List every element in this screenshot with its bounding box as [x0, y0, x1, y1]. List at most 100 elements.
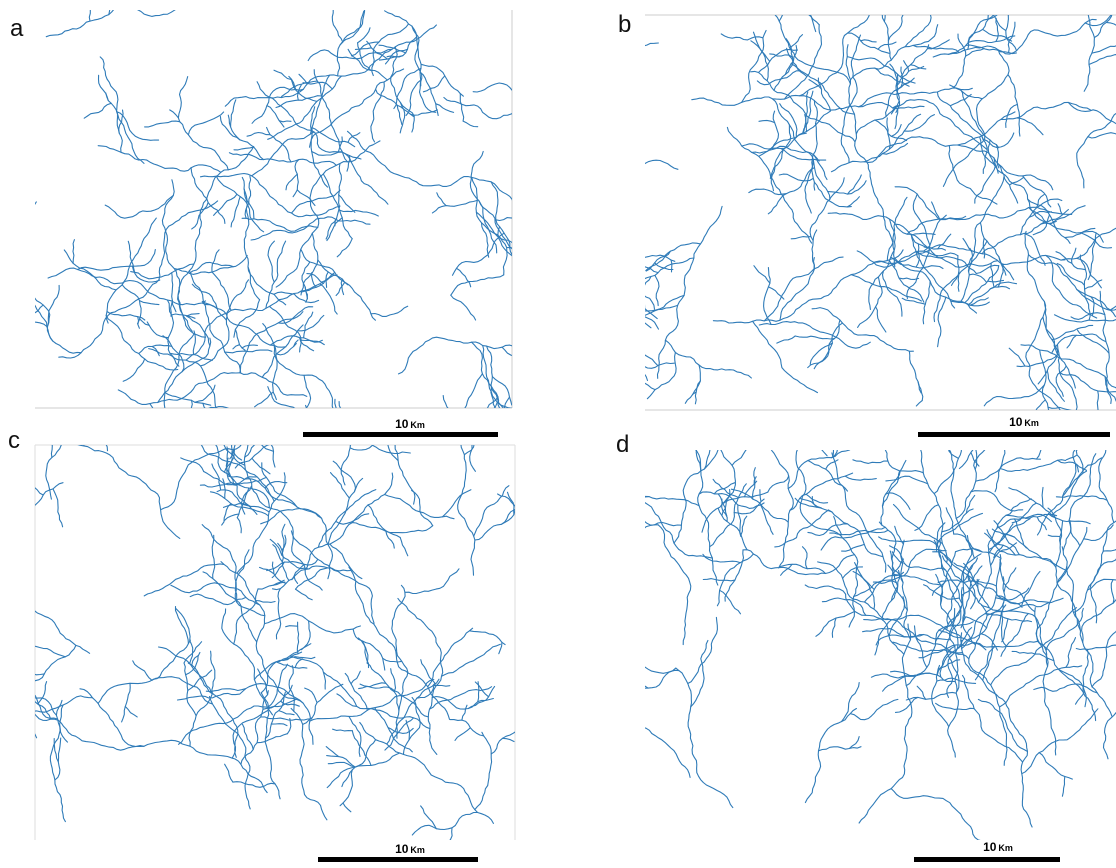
stream: [354, 47, 372, 50]
stream: [410, 398, 444, 406]
stream: [233, 146, 255, 151]
stream: [801, 546, 808, 570]
stream: [288, 444, 328, 506]
stream: [906, 193, 931, 300]
stream: [340, 445, 351, 486]
stream: [296, 621, 300, 655]
stream: [760, 504, 774, 535]
stream: [191, 201, 209, 230]
stream: [534, 274, 543, 307]
stream: [339, 769, 353, 807]
stream: [984, 415, 1004, 426]
stream: [374, 707, 413, 753]
stream: [105, 92, 123, 153]
stream: [138, 300, 160, 306]
stream: [180, 457, 205, 473]
stream: [808, 418, 835, 422]
stream: [740, 515, 748, 536]
stream: [982, 237, 986, 259]
stream: [776, 335, 796, 344]
stream: [1070, 312, 1106, 320]
stream: [246, 131, 271, 137]
stream: [786, 47, 808, 78]
stream: [958, 450, 974, 470]
stream: [352, 628, 386, 671]
stream: [1005, 513, 1058, 519]
stream: [779, 103, 798, 138]
stream: [471, 176, 508, 276]
stream: [567, 109, 596, 146]
stream: [933, 450, 962, 495]
stream: [291, 547, 352, 559]
stream: [970, 490, 1024, 512]
stream: [830, 450, 838, 459]
stream: [949, 93, 972, 107]
stream: [1109, 305, 1116, 311]
stream: [701, 450, 736, 533]
stream: [649, 141, 660, 144]
stream: [646, 351, 677, 400]
stream: [459, 242, 547, 256]
stream: [909, 64, 927, 70]
stream: [436, 275, 456, 304]
stream: [702, 578, 736, 582]
stream: [1110, 579, 1115, 604]
stream: [97, 145, 222, 173]
stream: [981, 135, 988, 175]
stream: [1056, 526, 1088, 584]
stream: [645, 294, 685, 312]
stream: [1000, 612, 1029, 657]
stream: [878, 521, 912, 641]
stream: [358, 682, 387, 690]
stream: [185, 651, 201, 676]
stream: [578, 299, 582, 365]
stream: [920, 450, 949, 564]
stream: [367, 504, 401, 539]
stream: [581, 391, 596, 394]
stream: [573, 313, 628, 344]
stream: [232, 344, 241, 350]
stream: [484, 154, 556, 170]
stream: [724, 549, 745, 602]
stream: [759, 489, 762, 503]
drainage-network: [35, 0, 660, 559]
stream: [122, 358, 146, 382]
stream: [281, 80, 318, 98]
stream: [199, 172, 341, 218]
stream: [364, 435, 375, 487]
stream: [645, 521, 682, 527]
stream: [817, 561, 854, 600]
stream: [992, 15, 1007, 32]
stream: [579, 276, 606, 303]
stream: [892, 98, 988, 150]
stream: [287, 364, 314, 371]
stream: [758, 119, 776, 124]
stream: [769, 53, 794, 58]
stream: [881, 142, 909, 155]
stream: [883, 15, 886, 23]
stream: [901, 297, 926, 305]
stream: [1096, 390, 1099, 410]
stream: [863, 614, 962, 638]
stream: [121, 284, 142, 325]
stream: [795, 509, 830, 539]
stream: [708, 383, 761, 421]
stream: [433, 365, 457, 414]
stream: [518, 110, 619, 170]
stream: [156, 0, 179, 8]
stream: [502, 452, 559, 475]
stream: [741, 29, 767, 103]
stream: [530, 123, 537, 166]
stream: [77, 445, 181, 539]
stream: [327, 477, 364, 546]
scale-label: 10 Km: [1009, 415, 1039, 429]
stream: [384, 48, 409, 65]
stream: [281, 523, 286, 556]
stream: [664, 339, 752, 379]
stream: [780, 563, 793, 576]
stream: [230, 99, 237, 128]
stream: [645, 496, 650, 498]
stream: [858, 87, 973, 108]
stream: [999, 459, 1067, 472]
stream: [396, 104, 403, 126]
